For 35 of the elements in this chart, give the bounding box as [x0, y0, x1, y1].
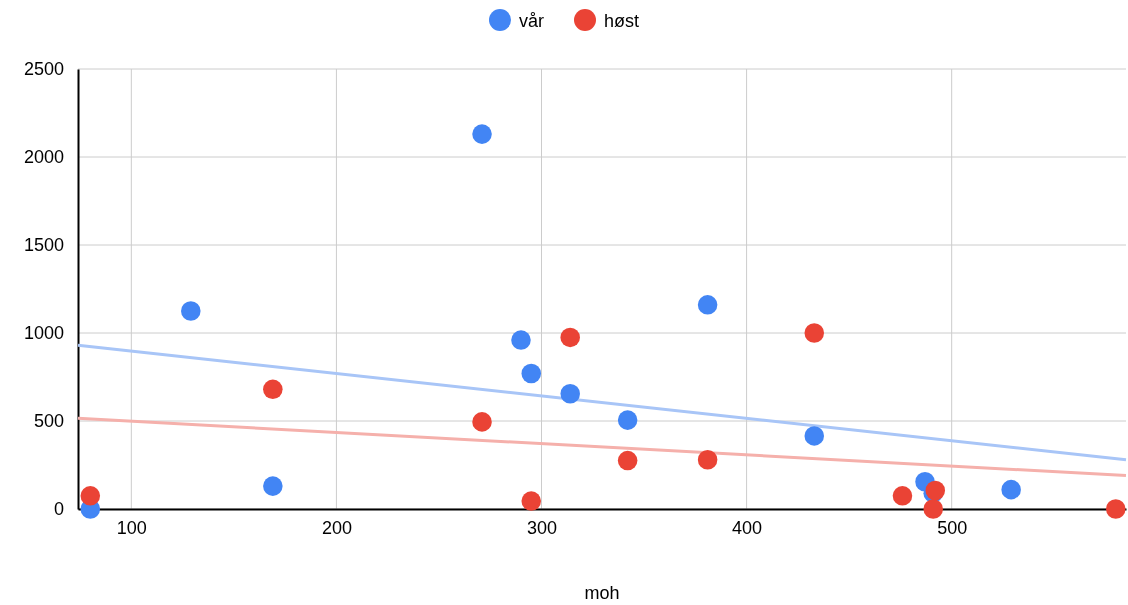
- point: [521, 363, 542, 384]
- point: [697, 295, 718, 315]
- point: [511, 330, 531, 350]
- y-tick-label: 1500: [23, 235, 64, 256]
- y-tick-label: 2500: [23, 59, 64, 80]
- point: [181, 301, 201, 321]
- point: [263, 379, 283, 400]
- x-tick-label: 500: [937, 517, 968, 538]
- y-tick-label: 2000: [23, 147, 64, 168]
- point: [80, 486, 101, 506]
- x-tick-label: 400: [732, 517, 763, 538]
- y-tick-label: 0: [53, 499, 64, 520]
- point: [472, 412, 492, 432]
- x-tick-label: 100: [116, 517, 147, 538]
- point: [804, 323, 825, 343]
- point: [1105, 499, 1126, 519]
- point: [521, 491, 542, 511]
- point: [560, 327, 580, 348]
- point: [923, 499, 943, 519]
- point: [697, 449, 718, 470]
- point: [472, 124, 492, 144]
- point: [892, 486, 913, 506]
- point: [617, 410, 638, 430]
- legend-label: vår: [518, 11, 544, 31]
- legend-label: høst: [604, 11, 640, 31]
- x-axis-title: moh: [584, 583, 620, 603]
- point: [617, 450, 638, 471]
- x-tick-label: 200: [321, 517, 352, 538]
- point: [560, 383, 580, 404]
- y-tick-label: 1000: [23, 323, 64, 344]
- point: [804, 426, 825, 446]
- point: [1001, 479, 1021, 500]
- y-tick-label: 500: [33, 411, 64, 432]
- x-tick-label: 300: [526, 517, 558, 538]
- point: [263, 476, 283, 496]
